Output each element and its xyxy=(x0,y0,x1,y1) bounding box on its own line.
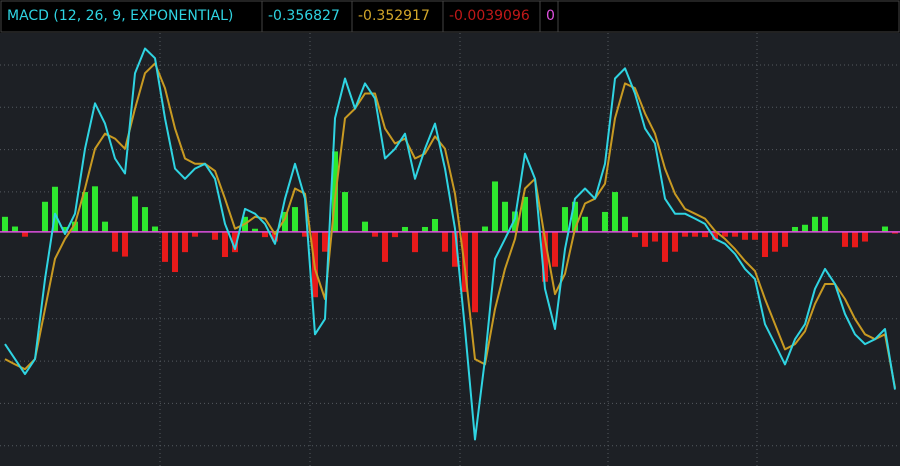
histogram-bar xyxy=(672,231,678,252)
histogram-bar xyxy=(492,181,498,232)
histogram-bar xyxy=(782,231,788,247)
histogram-bar xyxy=(502,201,508,232)
histogram-bar xyxy=(712,231,718,240)
histogram-bar xyxy=(382,231,388,262)
histogram-bar xyxy=(662,231,668,262)
histogram-bar xyxy=(212,231,218,240)
histogram-bar xyxy=(252,228,258,232)
header-value: 0 xyxy=(546,8,555,24)
histogram-bar xyxy=(562,207,568,232)
histogram-bar xyxy=(602,211,608,232)
histogram-bar xyxy=(52,186,58,232)
histogram-bar xyxy=(842,231,848,247)
histogram-bar xyxy=(392,231,398,238)
histogram-bar xyxy=(62,226,68,232)
header-rest xyxy=(557,0,900,33)
histogram-bar xyxy=(232,231,238,253)
histogram-bar xyxy=(322,231,328,252)
histogram-bar xyxy=(632,231,638,238)
histogram-bar xyxy=(442,231,448,252)
histogram-bar xyxy=(182,231,188,253)
macd-line xyxy=(4,47,896,441)
header-value: -0.352917 xyxy=(358,8,430,24)
histogram-bar xyxy=(302,231,308,237)
histogram-bar xyxy=(852,231,858,248)
histogram-bar xyxy=(362,221,368,232)
histogram-bar xyxy=(82,192,88,232)
histogram-bar xyxy=(12,226,18,232)
histogram-bar xyxy=(512,211,518,232)
histogram-bar xyxy=(682,231,688,237)
histogram-bar xyxy=(112,231,118,252)
histogram-bar xyxy=(172,231,178,273)
histogram-bar xyxy=(772,231,778,252)
histogram-bar xyxy=(222,231,228,258)
histogram-bar xyxy=(292,207,298,232)
histogram-bar xyxy=(22,231,28,237)
histogram-bar xyxy=(862,231,868,242)
histogram-bar xyxy=(412,231,418,253)
histogram-bar xyxy=(582,216,588,232)
histogram-bar xyxy=(42,201,48,232)
histogram-bar xyxy=(722,231,728,237)
histogram-bar xyxy=(432,219,438,232)
histogram-bar xyxy=(72,221,78,232)
header: MACD (12, 26, 9, EXPONENTIAL) -0.356827 -… xyxy=(0,0,900,33)
histogram-bar xyxy=(422,226,428,232)
histogram-bar xyxy=(732,231,738,237)
histogram-bar xyxy=(122,231,128,257)
histogram-bar xyxy=(612,192,618,232)
marks xyxy=(0,47,900,441)
histogram-bar xyxy=(822,216,828,232)
histogram-bar xyxy=(272,231,278,242)
histogram-bar xyxy=(742,231,748,240)
histogram-bar xyxy=(92,186,98,232)
histogram-bar xyxy=(762,231,768,258)
plot-area xyxy=(0,33,900,466)
indicator-title: MACD (12, 26, 9, EXPONENTIAL) xyxy=(7,8,233,24)
grid xyxy=(0,33,900,466)
histogram-bar xyxy=(702,231,708,238)
histogram-bar xyxy=(102,221,108,232)
histogram-bar xyxy=(812,216,818,232)
signal-line xyxy=(4,62,896,388)
histogram-bar xyxy=(892,231,898,234)
histogram-bar xyxy=(452,231,458,267)
header-value: -0.356827 xyxy=(268,8,340,24)
histogram-bar xyxy=(522,196,528,232)
histogram-bar xyxy=(282,211,288,232)
histogram-bar xyxy=(2,216,8,232)
histogram-bar xyxy=(882,226,888,232)
histogram-bar xyxy=(642,231,648,247)
histogram-bar xyxy=(542,231,548,282)
histogram-bar xyxy=(152,226,158,232)
header-value: -0.0039096 xyxy=(449,8,530,24)
histogram-bar xyxy=(372,231,378,237)
histogram-bar xyxy=(132,196,138,232)
histogram-bar xyxy=(692,231,698,237)
histogram-bar xyxy=(402,226,408,232)
histogram-bar xyxy=(482,226,488,232)
histogram-bar xyxy=(752,231,758,240)
histogram-bar xyxy=(622,216,628,232)
histogram-bar xyxy=(262,231,268,238)
histogram-bar xyxy=(572,201,578,232)
histogram-bar xyxy=(652,231,658,242)
histogram-bar xyxy=(802,224,808,232)
histogram-bar xyxy=(342,192,348,232)
histogram-bar xyxy=(162,231,168,262)
histogram-bar xyxy=(472,231,478,313)
histogram-bar xyxy=(142,207,148,232)
histogram-bar xyxy=(552,231,558,267)
histogram-bar xyxy=(792,226,798,232)
histogram-bar xyxy=(192,231,198,237)
